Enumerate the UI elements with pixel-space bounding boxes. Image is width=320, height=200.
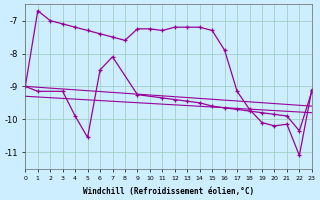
X-axis label: Windchill (Refroidissement éolien,°C): Windchill (Refroidissement éolien,°C)	[83, 187, 254, 196]
